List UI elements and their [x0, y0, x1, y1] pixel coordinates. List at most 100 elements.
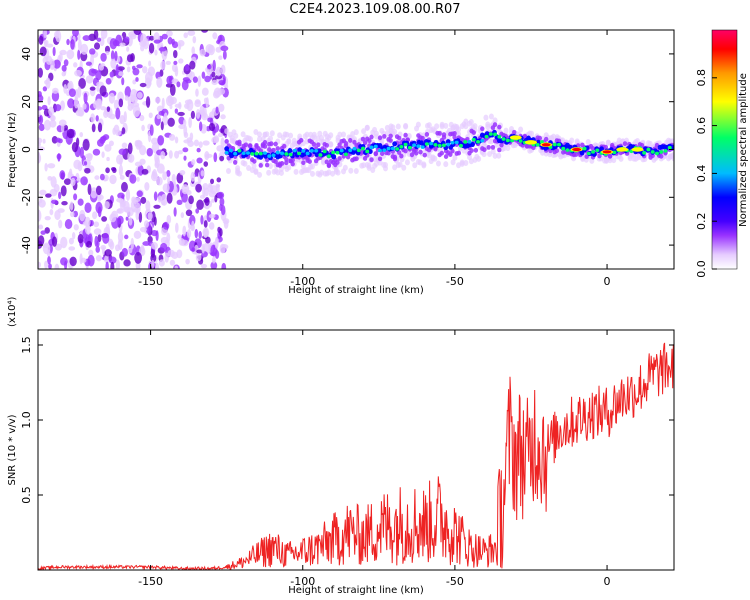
heat-cell [47, 96, 51, 106]
heat-cell [217, 191, 225, 199]
heat-cell [109, 213, 117, 223]
heat-cell [66, 38, 70, 46]
heat-cell [96, 84, 100, 92]
heat-cell [403, 123, 409, 130]
heat-cell [348, 167, 354, 174]
heat-cell [93, 30, 99, 40]
heat-cell [136, 91, 143, 99]
heat-cell [318, 153, 323, 157]
heat-cell [199, 48, 206, 57]
heat-cell [273, 159, 278, 164]
heat-cell [492, 117, 498, 124]
heat-cell [458, 143, 463, 148]
heat-cell [118, 164, 124, 177]
heat-cell [224, 150, 229, 155]
heat-cell [450, 140, 455, 145]
heat-cell [353, 129, 359, 136]
heat-cell [424, 131, 430, 137]
heat-cell [93, 100, 99, 109]
heat-cell [47, 163, 56, 169]
heat-cell [117, 215, 124, 225]
heat-cell [452, 154, 458, 161]
heat-cell [634, 137, 640, 144]
heat-cell [493, 132, 498, 137]
heat-cell [324, 142, 329, 148]
heat-cell [211, 79, 218, 86]
heat-cell [114, 50, 118, 62]
heat-cell [190, 171, 196, 182]
heat-cell [132, 79, 137, 85]
heat-cell [149, 124, 154, 136]
heat-cell [52, 87, 59, 94]
heat-cell [290, 157, 295, 163]
heat-cell [84, 216, 91, 228]
heat-cell [100, 135, 107, 142]
heat-cell [113, 99, 120, 110]
heat-cell [253, 128, 259, 135]
heat-cell [87, 183, 92, 196]
heat-cell [162, 183, 170, 193]
heat-cell [106, 156, 110, 162]
heat-cell [63, 83, 68, 94]
heat-cell [185, 63, 190, 72]
heat-cell [275, 146, 280, 151]
heat-cell [38, 114, 44, 125]
heat-cell [369, 145, 374, 150]
heat-cell [348, 148, 353, 153]
heat-cell [200, 263, 208, 269]
heat-cell [63, 59, 69, 67]
y-tick-label: 0 [20, 146, 33, 153]
heat-cell [51, 236, 58, 247]
heat-cell [467, 140, 472, 144]
heat-cell [309, 170, 315, 177]
heat-cell [117, 66, 125, 71]
heat-cell [322, 149, 327, 154]
heat-cell [79, 209, 86, 222]
heat-cell [83, 161, 88, 166]
colorbar-tick-label: 0.0 [695, 260, 708, 278]
heat-cell [123, 111, 127, 123]
heat-cell [390, 124, 396, 131]
heat-cell [258, 151, 263, 156]
heat-cell [201, 71, 206, 79]
heat-cell [43, 30, 48, 39]
colorbar-tick-label: 0.4 [695, 165, 708, 183]
heat-cell [505, 138, 510, 143]
heat-cell [211, 256, 216, 264]
heat-cell [147, 236, 153, 243]
heat-cell [367, 148, 373, 155]
heat-cell [362, 140, 368, 146]
heat-cell [79, 253, 83, 265]
heat-cell [365, 149, 370, 154]
x-tick-label: -150 [138, 575, 163, 588]
heat-cell [176, 249, 183, 259]
heat-cell [82, 103, 87, 110]
heat-cell [420, 135, 425, 141]
heat-cell [590, 146, 596, 151]
heat-cell [166, 214, 172, 224]
heat-cell [134, 251, 142, 264]
heat-cell [129, 174, 137, 184]
snr-panel: -150 -100 -50 0 0.5 1.0 1.5 Height of straigh… [7, 296, 675, 596]
heat-cell [181, 184, 190, 195]
heat-cell [77, 198, 84, 206]
heat-cell [101, 216, 108, 222]
heat-cell [45, 43, 54, 48]
heat-cell [278, 169, 284, 176]
heat-cell [424, 142, 429, 146]
colorbar-ticks: 0.0 0.2 0.4 0.6 0.8 [695, 69, 717, 278]
heat-cell [99, 85, 107, 97]
heat-cell [288, 132, 294, 139]
heat-cell [178, 58, 184, 64]
heat-cell [611, 157, 617, 164]
heat-cell [124, 95, 129, 101]
heat-cell [337, 142, 342, 148]
heat-cell [273, 141, 278, 147]
heat-cell [220, 64, 226, 75]
heat-cell [60, 236, 68, 249]
heat-cell [157, 135, 165, 146]
heat-cell [199, 105, 205, 116]
heat-cell [61, 64, 67, 72]
heat-cell [484, 134, 489, 139]
heat-cell [418, 149, 423, 155]
